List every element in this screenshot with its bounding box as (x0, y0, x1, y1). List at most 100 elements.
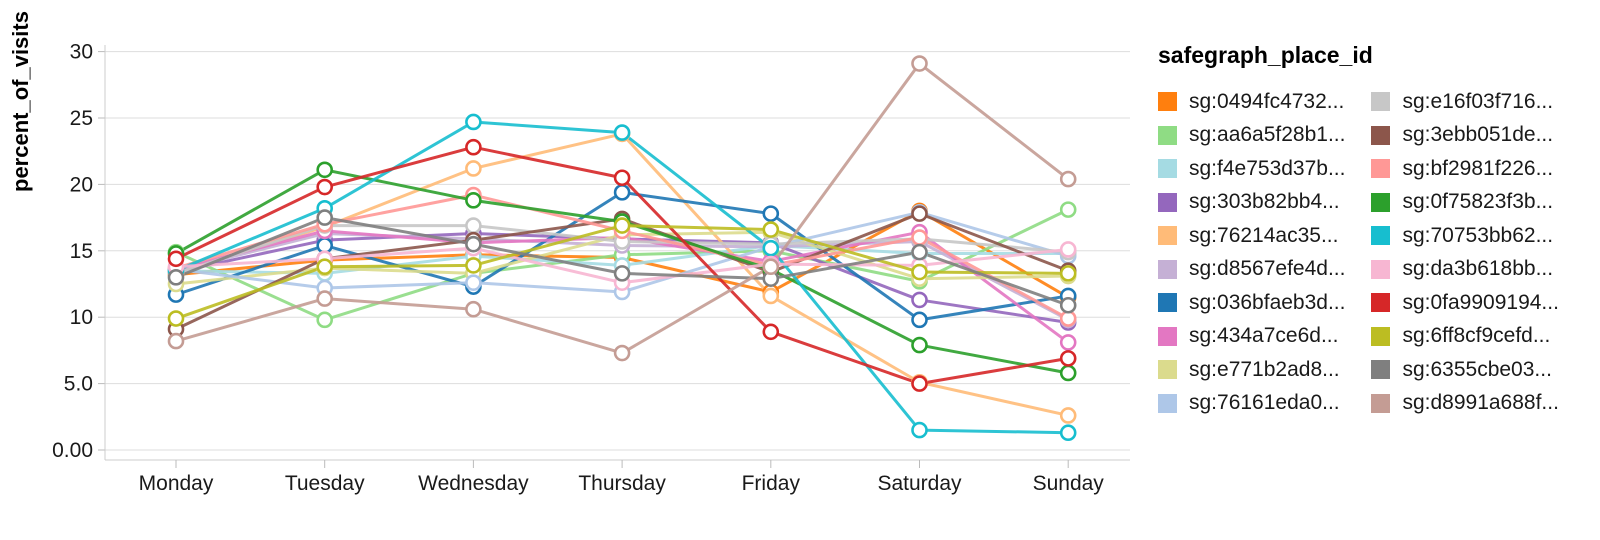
x-tick-label: Thursday (578, 472, 666, 495)
data-point (316, 311, 334, 329)
data-point (1059, 265, 1077, 282)
legend-item: sg:aa6a5f28b1... (1158, 123, 1345, 147)
legend-label: sg:76161eda0... (1189, 391, 1340, 415)
data-point (465, 300, 482, 318)
data-point (316, 178, 334, 196)
legend-item: sg:d8991a688f... (1371, 391, 1559, 415)
legend-item: sg:3ebb051de... (1371, 123, 1558, 147)
data-point (316, 258, 334, 276)
data-point (911, 263, 928, 281)
legend-swatch-icon (1158, 92, 1177, 112)
data-point (911, 336, 928, 354)
data-point (1059, 407, 1077, 424)
data-point (911, 421, 928, 439)
data-point (911, 229, 928, 246)
data-point (762, 239, 780, 257)
legend-swatch-icon (1371, 92, 1391, 112)
y-tick-label: 25 (70, 107, 93, 130)
legend-swatch-icon (1371, 326, 1391, 346)
legend-item: sg:0494fc4732... (1158, 90, 1345, 114)
legend-label: sg:aa6a5f28b1... (1189, 123, 1346, 147)
data-point (762, 205, 780, 222)
legend-item: sg:d8567efe4d... (1158, 257, 1345, 281)
legend-item: sg:036bfaeb3d... (1158, 291, 1345, 315)
data-point (613, 265, 631, 282)
legend-item: sg:434a7ce6d... (1158, 324, 1345, 348)
legend-label: sg:d8991a688f... (1402, 391, 1559, 415)
legend-label: sg:e16f03f716... (1402, 89, 1554, 113)
legend-label: sg:036bfaeb3d... (1189, 290, 1346, 314)
data-point (762, 258, 780, 276)
legend-item: sg:76214ac35... (1158, 224, 1345, 248)
legend-swatch-icon (1158, 159, 1177, 179)
data-point (1059, 334, 1077, 351)
y-tick-label: 30 (70, 41, 93, 64)
data-point (167, 310, 185, 327)
data-point (613, 124, 631, 141)
x-tick-label: Monday (139, 472, 214, 495)
legend-swatch-icon (1371, 159, 1391, 179)
legend-label: sg:0fa9909194... (1402, 290, 1559, 314)
data-point (762, 221, 780, 238)
legend-entries: sg:0494fc4732... sg:aa6a5f28b1... sg:f4e75… (1158, 85, 1559, 420)
data-point (1059, 296, 1077, 314)
legend-swatch-icon (1158, 192, 1177, 212)
data-point (613, 184, 631, 201)
legend-swatch-icon (1158, 293, 1177, 313)
series-line-19 (174, 62, 1070, 355)
data-point (911, 55, 928, 72)
legend-swatch-icon (1371, 192, 1391, 212)
x-tick-label: Friday (742, 472, 801, 495)
y-tick-label: 5.0 (64, 373, 93, 396)
legend-label: sg:0f75823f3b... (1402, 190, 1554, 214)
legend-label: sg:3ebb051de... (1402, 123, 1554, 147)
data-point (465, 235, 482, 253)
data-point (316, 161, 334, 179)
legend-swatch-icon (1158, 360, 1177, 380)
legend-label: sg:e771b2ad8... (1189, 357, 1340, 381)
y-tick-label: 10 (70, 306, 93, 329)
legend-label: sg:d8567efe4d... (1189, 257, 1346, 281)
data-point (316, 209, 334, 226)
data-point (911, 291, 928, 309)
x-tick-label: Tuesday (285, 472, 365, 495)
legend-swatch-icon (1158, 393, 1177, 413)
data-point (1059, 350, 1077, 367)
data-point (1059, 310, 1077, 327)
legend-swatch-icon (1158, 125, 1177, 145)
data-point (1059, 201, 1077, 218)
legend-item: sg:303b82bb4... (1158, 190, 1345, 214)
legend-item: sg:bf2981f226... (1371, 157, 1558, 181)
legend-item: sg:76161eda0... (1158, 391, 1345, 415)
legend-swatch-icon (1158, 226, 1177, 246)
data-point (613, 217, 631, 234)
legend-title: safegraph_place_id (1158, 42, 1373, 68)
x-tick-label: Sunday (1033, 472, 1105, 495)
x-tick-label: Wednesday (418, 472, 529, 495)
data-point (911, 243, 928, 261)
legend-swatch-icon (1158, 326, 1177, 346)
legend-swatch-icon (1158, 259, 1177, 279)
legend-item: sg:0fa9909194... (1371, 290, 1559, 315)
legend-item: sg:6355cbe03... (1371, 358, 1558, 382)
legend-swatch-icon (1371, 393, 1391, 413)
data-point (762, 323, 780, 341)
legend-label: sg:76214ac35... (1189, 223, 1339, 247)
data-point (465, 138, 482, 156)
data-point (911, 311, 928, 329)
data-point (1059, 241, 1077, 258)
legend-label: sg:bf2981f226... (1402, 156, 1554, 180)
data-point (465, 257, 482, 274)
data-point (465, 192, 482, 209)
data-point (465, 274, 482, 291)
legend-swatch-icon (1371, 226, 1391, 246)
data-point (613, 169, 631, 187)
data-point (167, 332, 185, 350)
data-point (167, 250, 185, 268)
legend-item: sg:e16f03f716... (1371, 90, 1558, 114)
legend-label: sg:70753bb62... (1402, 223, 1554, 247)
data-point (911, 205, 928, 222)
legend-label: sg:da3b618bb... (1402, 257, 1554, 281)
data-point (1059, 424, 1077, 442)
